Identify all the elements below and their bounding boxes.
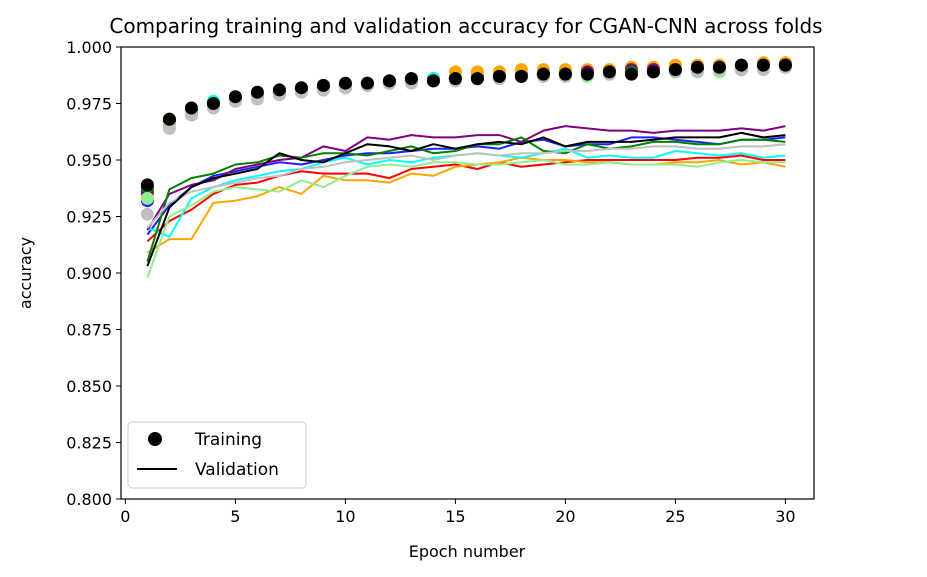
training-point <box>228 90 242 104</box>
training-point <box>294 81 308 95</box>
y-tick-label: 1.000 <box>66 38 112 57</box>
training-point <box>690 60 704 74</box>
training-point <box>162 121 176 135</box>
y-tick-label: 0.800 <box>66 490 112 509</box>
training-point <box>734 58 748 72</box>
validation-line <box>146 125 786 231</box>
training-point <box>514 69 528 83</box>
x-tick-label: 0 <box>120 507 130 526</box>
y-tick-label: 0.950 <box>66 151 112 170</box>
validation-line <box>146 154 786 243</box>
training-point <box>206 97 220 110</box>
legend-training-label: Training <box>194 430 262 450</box>
training-point <box>316 78 330 92</box>
training-point <box>712 60 726 74</box>
training-point <box>646 65 660 79</box>
training-point <box>536 67 550 81</box>
training-point <box>602 65 616 79</box>
y-tick-label: 0.975 <box>66 95 112 114</box>
training-point <box>580 67 594 81</box>
validation-line <box>146 131 786 267</box>
y-tick-label: 0.875 <box>66 321 112 340</box>
y-tick-label: 0.850 <box>66 377 112 396</box>
training-point <box>778 58 792 72</box>
training-point <box>140 207 154 221</box>
validation-line <box>146 136 786 262</box>
x-tick-label: 5 <box>230 507 240 526</box>
training-point <box>426 74 440 88</box>
training-point <box>492 69 506 83</box>
training-point <box>140 191 154 205</box>
training-point <box>360 76 374 90</box>
y-tick-label: 0.900 <box>66 264 112 283</box>
legend-training-marker <box>148 432 162 446</box>
legend: Training Validation <box>127 421 307 489</box>
validation-line <box>146 159 786 278</box>
x-tick-label: 30 <box>775 507 795 526</box>
training-point <box>470 72 484 86</box>
y-tick-label: 0.825 <box>66 434 112 453</box>
training-point <box>558 67 572 81</box>
plot-series <box>140 56 792 278</box>
legend-box <box>127 421 307 489</box>
legend-validation-label: Validation <box>195 460 279 480</box>
training-point <box>756 58 770 72</box>
training-point <box>404 72 418 86</box>
y-axis-title: accuracy <box>16 237 35 309</box>
y-tick-label: 0.925 <box>66 208 112 227</box>
training-point <box>382 74 396 88</box>
validation-line <box>146 156 786 254</box>
chart-title: Comparing training and validation accura… <box>109 14 822 38</box>
training-point <box>184 101 198 115</box>
validation-line <box>146 143 786 229</box>
training-point <box>338 76 352 90</box>
x-tick-label: 25 <box>665 507 685 526</box>
training-point <box>250 85 264 99</box>
training-point <box>624 67 638 81</box>
y-axis: 0.800 0.825 0.850 0.875 0.900 0.925 0.950 0.975… <box>66 38 121 509</box>
x-tick-label: 10 <box>335 507 355 526</box>
x-tick-label: 15 <box>445 507 465 526</box>
x-axis-title: Epoch number <box>409 542 526 561</box>
x-tick-label: 20 <box>555 507 575 526</box>
training-point <box>448 72 462 86</box>
training-point <box>140 178 154 192</box>
training-point <box>272 83 286 97</box>
training-point <box>668 63 682 77</box>
x-axis: 0 5 10 15 20 25 30 <box>120 499 796 526</box>
training-point <box>162 112 176 126</box>
